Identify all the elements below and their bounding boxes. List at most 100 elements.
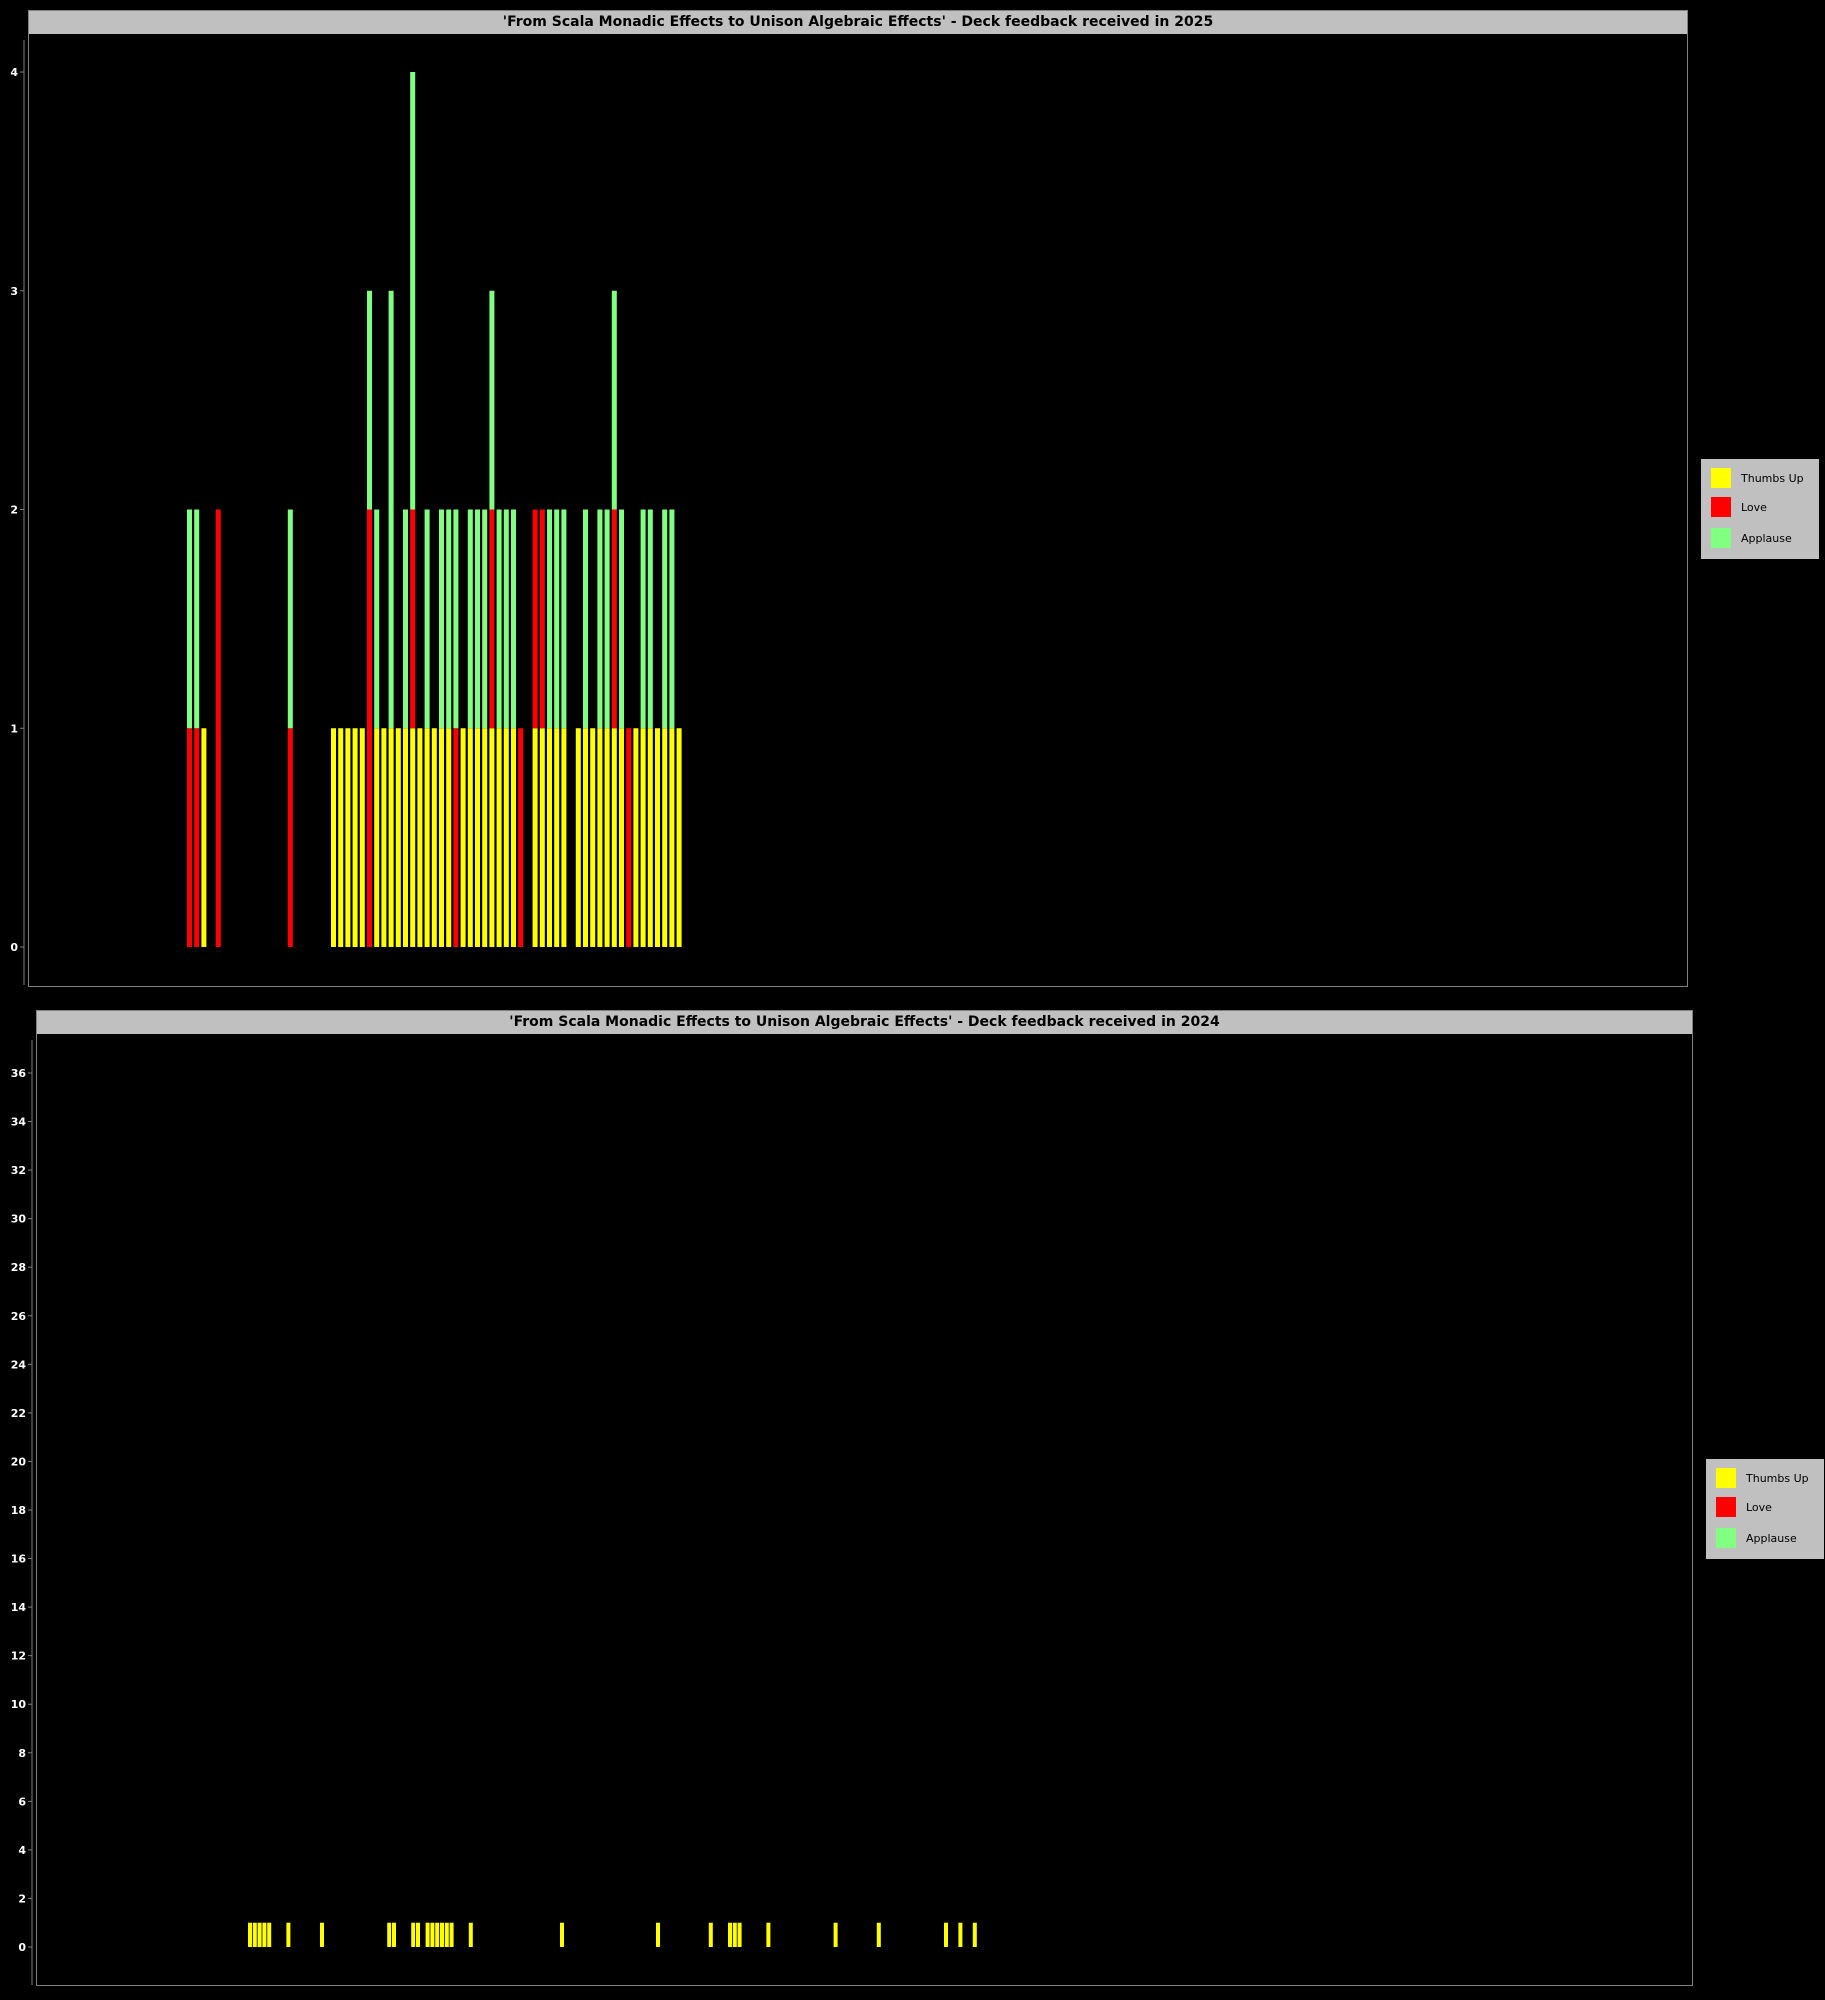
y-tick-label: 14 (11, 1601, 27, 1614)
bar-segment-thumbs-up (575, 728, 581, 947)
bar-segment-applause (482, 509, 488, 729)
bar-segment-thumbs-up (737, 1922, 742, 1947)
bar-segment-thumbs-up (539, 728, 545, 947)
bar-segment-thumbs-up (583, 728, 588, 947)
bar-segment-thumbs-up (656, 1922, 660, 1947)
plot-frame-2024 (36, 1010, 1693, 1986)
bar-segment-applause (388, 290, 394, 729)
bar-segment-applause (194, 509, 200, 729)
bar-segment-applause (287, 509, 293, 729)
bar-segment-thumbs-up (395, 728, 401, 947)
legend-label-applause: Applause (1746, 1531, 1797, 1545)
bar-segment-applause (367, 290, 372, 510)
bar-segment-thumbs-up (662, 728, 668, 947)
bar-segment-thumbs-up (833, 1922, 838, 1947)
legend-item-thumbs-up: Thumbs Up (1716, 1467, 1809, 1489)
bar-segment-thumbs-up (352, 728, 358, 947)
bar-segment-thumbs-up (554, 728, 560, 947)
bar-segment-applause (583, 509, 588, 729)
bar-segment-thumbs-up (410, 728, 416, 947)
chart-title-2025: 'From Scala Monadic Effects to Unison Al… (28, 10, 1688, 34)
y-tick-label: 3 (10, 285, 18, 298)
y-tick-label: 0 (10, 941, 18, 954)
bar-segment-thumbs-up (604, 728, 610, 947)
bar-segment-thumbs-up (345, 728, 351, 947)
legend-label-thumbs-up: Thumbs Up (1741, 471, 1804, 485)
bar-segment-thumbs-up (388, 728, 394, 947)
bar-segment-thumbs-up (262, 1922, 267, 1947)
bar-segment-applause (496, 509, 502, 729)
legend-2024: Thumbs Up Love Applause (1706, 1459, 1824, 1559)
bar-segment-applause (554, 509, 560, 729)
legend-item-love: Love (1716, 1496, 1772, 1518)
legend-label-applause: Applause (1741, 531, 1792, 545)
y-tick-label: 24 (11, 1358, 27, 1371)
bar-segment-thumbs-up (647, 728, 653, 947)
bar-segment-love (518, 728, 524, 947)
bar-segment-thumbs-up (590, 728, 596, 947)
bar-segment-love (532, 509, 538, 729)
bar-segment-thumbs-up (597, 728, 603, 947)
bar-segment-thumbs-up (496, 728, 502, 947)
bar-segment-thumbs-up (425, 1922, 430, 1947)
bar-segment-applause (503, 509, 509, 729)
bar-segment-thumbs-up (257, 1922, 262, 1947)
y-tick-label: 4 (18, 1844, 26, 1857)
bar-segment-thumbs-up (460, 728, 466, 947)
bar-segment-thumbs-up (560, 1922, 564, 1947)
bar-segment-thumbs-up (248, 1922, 252, 1947)
bar-segment-thumbs-up (338, 728, 344, 947)
y-tick-label: 20 (11, 1455, 27, 1468)
bar-segment-thumbs-up (669, 728, 675, 947)
bar-segment-applause (611, 290, 617, 510)
y-tick-label: 1 (10, 722, 18, 735)
bar-segment-thumbs-up (417, 728, 423, 947)
legend-label-love: Love (1741, 500, 1767, 514)
bar-segment-thumbs-up (640, 728, 646, 947)
bar-segment-applause (662, 509, 668, 729)
chart-title-2024: 'From Scala Monadic Effects to Unison Al… (36, 1010, 1693, 1034)
bar-segment-thumbs-up (561, 728, 567, 947)
bar-segment-love (215, 509, 221, 947)
bar-segment-thumbs-up (387, 1922, 392, 1947)
bar-segment-thumbs-up (431, 728, 437, 947)
applause-swatch (1716, 1528, 1736, 1548)
bar-segment-applause (439, 509, 444, 729)
bar-segment-applause (424, 509, 430, 729)
bar-segment-applause (403, 509, 408, 729)
bar-segment-thumbs-up (416, 1922, 420, 1947)
y-tick-label: 36 (11, 1067, 27, 1080)
y-tick-label: 0 (18, 1941, 26, 1954)
bar-segment-thumbs-up (252, 1922, 257, 1947)
bar-segment-thumbs-up (766, 1922, 771, 1947)
bar-segment-thumbs-up (392, 1922, 396, 1947)
bar-segment-applause (619, 509, 624, 729)
bar-segment-thumbs-up (532, 728, 538, 947)
bar-segment-applause (489, 290, 495, 510)
y-tick-label: 2 (10, 504, 18, 517)
bar-segment-thumbs-up (439, 728, 444, 947)
y-tick-label: 34 (11, 1116, 27, 1129)
bar-segment-thumbs-up (619, 728, 624, 947)
bar-segment-thumbs-up (440, 1922, 444, 1947)
y-tick-label: 30 (11, 1213, 27, 1226)
bar-chart-2025: 0 1 2 3 4 (10, 40, 682, 985)
bar-segment-love (410, 509, 416, 729)
bar-segment-thumbs-up (611, 728, 617, 947)
bar-segment-thumbs-up (475, 728, 480, 947)
bar-segment-applause (453, 509, 459, 729)
bar-segment-thumbs-up (708, 1922, 713, 1947)
bar-segment-thumbs-up (482, 728, 488, 947)
bar-segment-applause (467, 509, 473, 729)
y-tick-label: 22 (11, 1407, 26, 1420)
bar-segment-love (287, 728, 293, 947)
bar-segment-thumbs-up (286, 1922, 291, 1947)
bar-segment-thumbs-up (403, 728, 408, 947)
bar-segment-applause (640, 509, 646, 729)
bar-segment-applause (374, 509, 380, 729)
y-tick-label: 18 (11, 1504, 26, 1517)
y-tick-label: 10 (11, 1698, 27, 1711)
bar-segment-applause (561, 509, 567, 729)
love-swatch (1711, 497, 1731, 517)
y-tick-label: 16 (11, 1553, 27, 1566)
